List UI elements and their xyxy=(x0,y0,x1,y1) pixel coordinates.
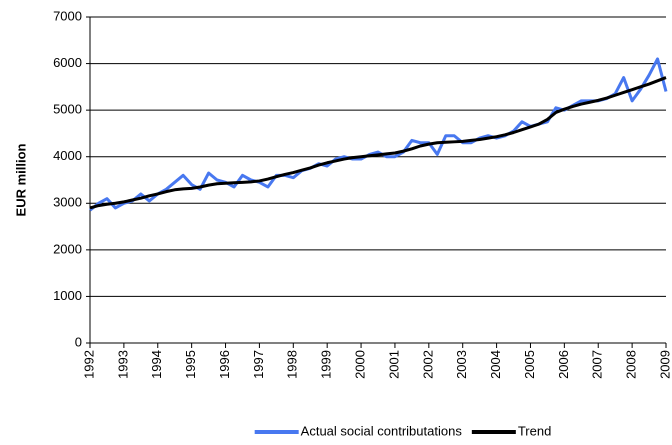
y-tick-label: 3000 xyxy=(53,195,82,210)
x-tick-label: 1993 xyxy=(115,350,130,379)
legend-label: Actual social contributations xyxy=(301,423,463,438)
x-tick-label: 2002 xyxy=(420,350,435,379)
y-tick-label: 5000 xyxy=(53,102,82,117)
series-line xyxy=(89,76,667,210)
y-axis-label: EUR million xyxy=(13,143,28,216)
x-tick-label: 1994 xyxy=(149,350,164,379)
x-tick-label: 2006 xyxy=(556,350,571,379)
x-tick-label: 2008 xyxy=(624,350,639,379)
legend-label: Trend xyxy=(518,423,551,438)
x-tick-label: 1996 xyxy=(217,350,232,379)
x-tick-label: 2000 xyxy=(352,350,367,379)
y-tick-label: 2000 xyxy=(53,241,82,256)
x-tick-label: 1999 xyxy=(319,350,334,379)
y-tick-label: 4000 xyxy=(53,148,82,163)
x-tick-label: 1992 xyxy=(81,350,96,379)
x-tick-label: 2007 xyxy=(590,350,605,379)
x-tick-label: 2003 xyxy=(454,350,469,379)
y-tick-label: 6000 xyxy=(53,55,82,70)
x-tick-label: 2004 xyxy=(488,350,503,379)
x-tick-label: 1995 xyxy=(183,350,198,379)
y-tick-label: 1000 xyxy=(53,288,82,303)
y-tick-label: 0 xyxy=(75,334,82,349)
x-tick-label: 1998 xyxy=(285,350,300,379)
x-tick-label: 2009 xyxy=(657,350,672,379)
series-line xyxy=(89,57,668,212)
x-tick-label: 2001 xyxy=(386,350,401,379)
x-tick-label: 1997 xyxy=(251,350,266,379)
x-tick-label: 2005 xyxy=(522,350,537,379)
y-tick-label: 7000 xyxy=(53,8,82,23)
